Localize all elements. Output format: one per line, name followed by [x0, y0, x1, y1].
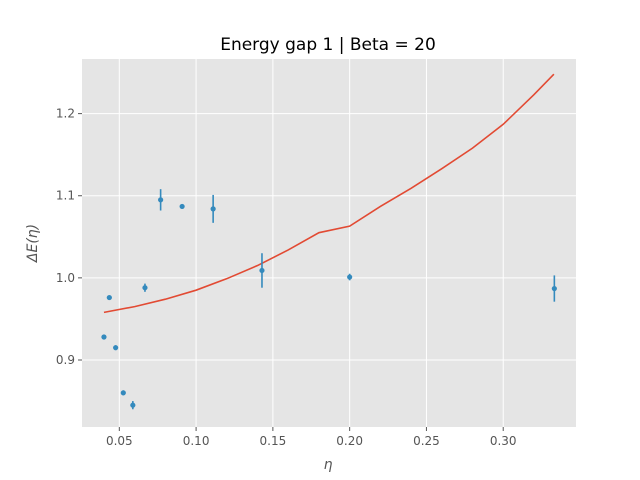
x-axis-label: η [324, 457, 333, 473]
x-tick-label: 0.10 [183, 434, 210, 448]
y-ticks: 0.9 1.0 1.1 1.2 [56, 107, 82, 367]
data-points-group [101, 189, 557, 410]
y-tick-label: 0.9 [56, 353, 75, 367]
data-point [106, 294, 112, 301]
chart-title: Energy gap 1 | Beta = 20 [220, 35, 436, 55]
data-point [259, 267, 265, 274]
data-point [551, 285, 557, 292]
x-tick-label: 0.15 [260, 434, 287, 448]
data-point [210, 206, 216, 212]
y-tick-label: 1.1 [56, 189, 75, 203]
grid [82, 59, 576, 427]
data-point [142, 285, 148, 291]
x-ticks: 0.05 0.10 0.15 0.20 0.25 0.30 [106, 427, 517, 448]
x-tick-label: 0.05 [106, 434, 133, 448]
data-point [158, 197, 164, 203]
data-point [347, 274, 353, 280]
data-point [101, 334, 107, 340]
y-tick-label: 1.0 [56, 271, 75, 285]
x-tick-label: 0.25 [413, 434, 440, 448]
plot-area [82, 59, 576, 427]
fit-curve [103, 73, 555, 314]
data-point [130, 402, 136, 408]
fit-curve-group [103, 73, 555, 314]
y-axis-label: ΔE(η) [25, 224, 41, 263]
y-tick-label: 1.2 [56, 107, 75, 121]
data-point [113, 345, 119, 351]
x-tick-label: 0.20 [336, 434, 363, 448]
data-point [120, 390, 126, 396]
x-tick-label: 0.30 [490, 434, 517, 448]
data-point [179, 203, 185, 210]
